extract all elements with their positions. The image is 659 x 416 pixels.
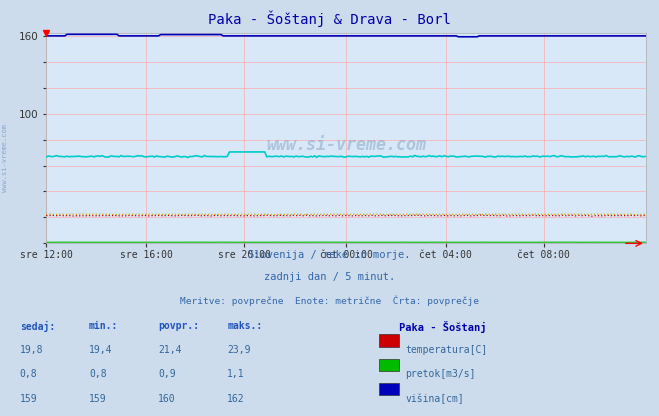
Text: Slovenija / reke in morje.: Slovenija / reke in morje. <box>248 250 411 260</box>
Text: maks.:: maks.: <box>227 321 262 331</box>
Text: 19,4: 19,4 <box>89 345 113 355</box>
Text: 21,4: 21,4 <box>158 345 182 355</box>
Text: Paka - Šoštanj: Paka - Šoštanj <box>399 321 486 333</box>
Text: 23,9: 23,9 <box>227 345 251 355</box>
Text: pretok[m3/s]: pretok[m3/s] <box>405 369 476 379</box>
Text: www.si-vreme.com: www.si-vreme.com <box>266 136 426 154</box>
Text: 0,8: 0,8 <box>20 369 38 379</box>
Text: min.:: min.: <box>89 321 119 331</box>
Text: Paka - Šoštanj & Drava - Borl: Paka - Šoštanj & Drava - Borl <box>208 10 451 27</box>
Text: 159: 159 <box>20 394 38 404</box>
Text: temperatura[C]: temperatura[C] <box>405 345 488 355</box>
Text: višina[cm]: višina[cm] <box>405 394 464 404</box>
Text: zadnji dan / 5 minut.: zadnji dan / 5 minut. <box>264 272 395 282</box>
Text: 1,1: 1,1 <box>227 369 245 379</box>
Text: 0,8: 0,8 <box>89 369 107 379</box>
Text: 162: 162 <box>227 394 245 404</box>
Text: 0,9: 0,9 <box>158 369 176 379</box>
Text: povpr.:: povpr.: <box>158 321 199 331</box>
Text: 160: 160 <box>158 394 176 404</box>
Text: Meritve: povprečne  Enote: metrične  Črta: povprečje: Meritve: povprečne Enote: metrične Črta:… <box>180 295 479 306</box>
Text: 159: 159 <box>89 394 107 404</box>
Text: www.si-vreme.com: www.si-vreme.com <box>2 124 9 192</box>
Text: sedaj:: sedaj: <box>20 321 55 332</box>
Text: 19,8: 19,8 <box>20 345 43 355</box>
